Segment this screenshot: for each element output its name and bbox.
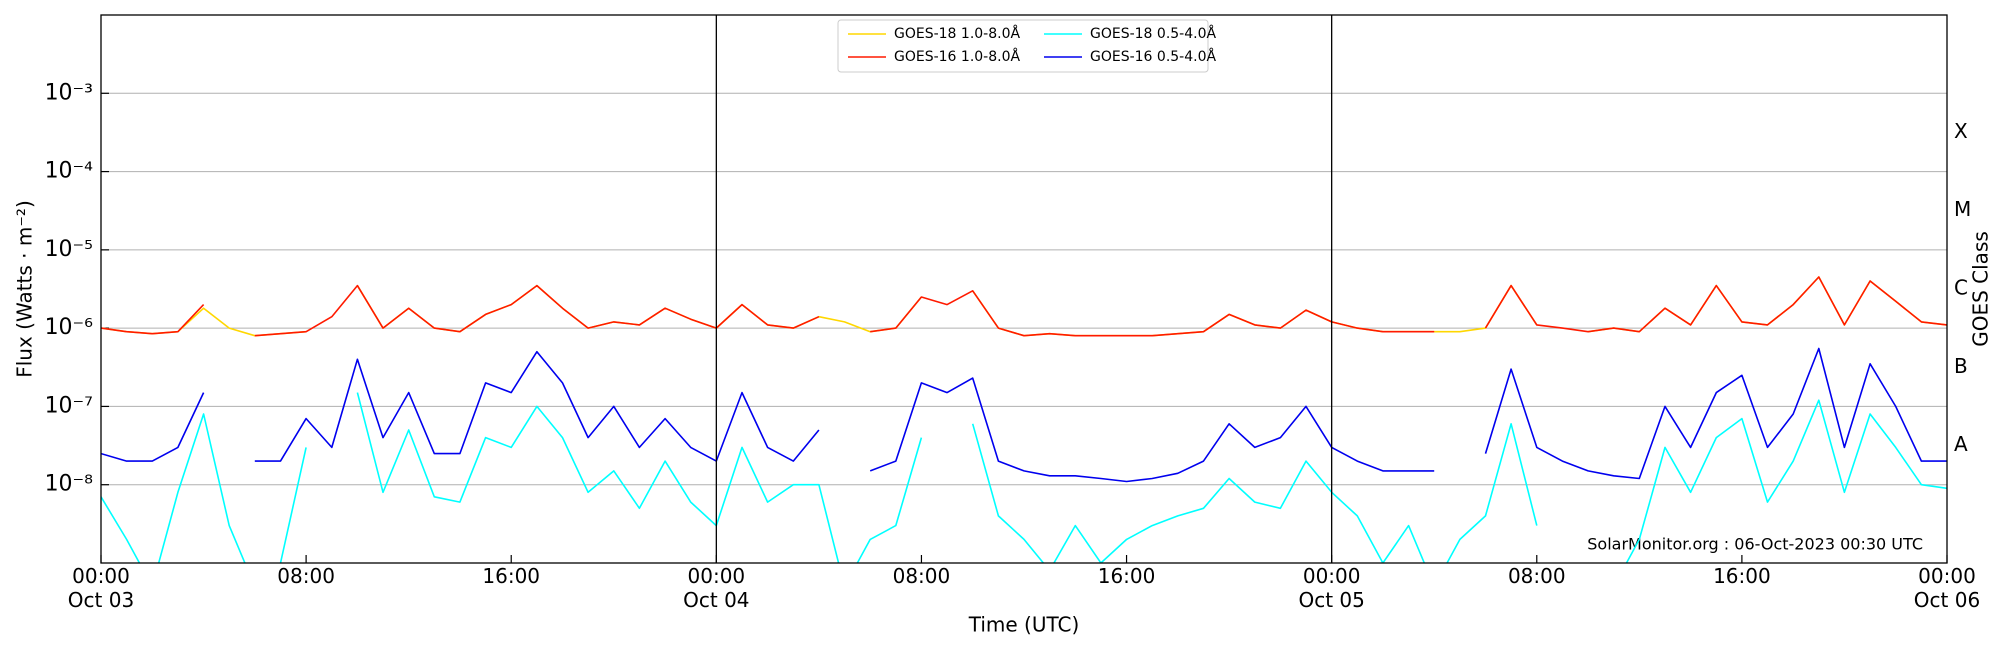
- x-tick-label: 08:00: [277, 564, 335, 588]
- plot-frame: [100, 14, 1948, 564]
- y-tick-label: 10⁻⁶: [45, 315, 94, 340]
- y-tick-label: 10⁻⁴: [45, 159, 94, 184]
- series-line: [101, 392, 1947, 563]
- legend-box: [837, 19, 1209, 73]
- class-label: B: [1954, 354, 1968, 378]
- legend-label: GOES-18 1.0-8.0Å: [894, 25, 1020, 42]
- legend-label: GOES-16 1.0-8.0Å: [894, 48, 1020, 65]
- y-tick-label: 10⁻⁷: [45, 393, 93, 418]
- y2-axis-label: GOES Class: [1969, 231, 1993, 347]
- series-line: [101, 276, 1947, 337]
- legend-label: GOES-16 0.5-4.0Å: [1090, 48, 1216, 65]
- x-tick-label: 00:00 Oct 04: [683, 564, 749, 612]
- x-tick-label: 00:00 Oct 06: [1914, 564, 1980, 612]
- y-tick-label: 10⁻⁸: [45, 472, 94, 497]
- x-tick-label: 00:00 Oct 05: [1298, 564, 1364, 612]
- class-label: C: [1954, 276, 1968, 300]
- plot-lines: [101, 276, 1947, 563]
- legend-label: GOES-18 0.5-4.0Å: [1090, 25, 1216, 42]
- y-tick-label: 10⁻³: [45, 80, 93, 105]
- class-label: A: [1954, 432, 1968, 456]
- x-tick-label: 16:00: [482, 564, 540, 588]
- class-label: M: [1954, 197, 1971, 221]
- x-axis-label: Time (UTC): [968, 613, 1080, 637]
- annotation: SolarMonitor.org : 06-Oct-2023 00:30 UTC: [1587, 535, 1923, 554]
- y-axis-label: Flux (Watts · m⁻²): [13, 200, 37, 378]
- series-line: [101, 347, 1947, 483]
- y-tick-label: 10⁻⁵: [45, 237, 93, 262]
- x-tick-label: 00:00 Oct 03: [68, 564, 134, 612]
- x-tick-label: 16:00: [1098, 564, 1156, 588]
- class-label: X: [1954, 119, 1968, 143]
- x-tick-label: 08:00: [893, 564, 951, 588]
- x-tick-label: 08:00: [1508, 564, 1566, 588]
- x-tick-label: 16:00: [1713, 564, 1771, 588]
